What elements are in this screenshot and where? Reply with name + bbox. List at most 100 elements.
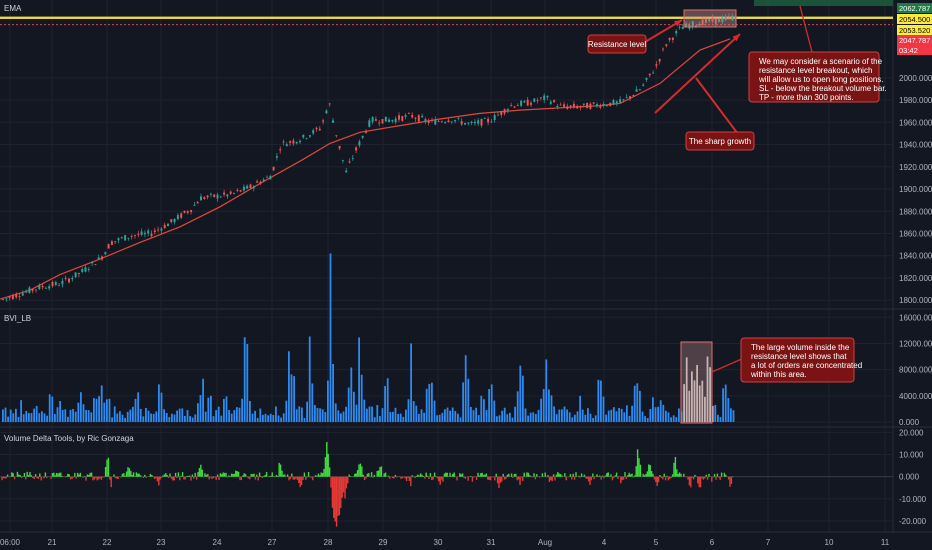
volume-bar (173, 414, 176, 422)
candle-body (477, 120, 480, 124)
volume-bar (446, 407, 449, 422)
candle-body (589, 103, 592, 109)
candle-body (543, 95, 546, 100)
candle-body (384, 116, 387, 122)
volume-bar (358, 337, 360, 422)
price-axis-label: 1940.000 (899, 141, 932, 150)
candle-body (434, 119, 437, 125)
candle-body (28, 287, 31, 293)
volume-bar (168, 416, 171, 422)
volume-bar (285, 400, 288, 422)
volume-bar (95, 398, 98, 422)
volume-indicator-label[interactable]: BVI_LB (4, 314, 31, 323)
scenario-annotation-text: will allow us to open long positions. (758, 75, 884, 84)
volume-bar (509, 412, 511, 422)
volume-bar (711, 405, 714, 422)
volume-bar (165, 412, 168, 422)
delta-axis-label: -10.000 (899, 495, 927, 504)
candle-body (328, 103, 331, 105)
candle-body (104, 252, 107, 255)
candle-body (41, 285, 44, 288)
candle-body (365, 130, 367, 133)
volume-bar (280, 417, 282, 422)
candle-body (279, 149, 282, 151)
candle-body (391, 119, 394, 122)
volume-bar (717, 414, 719, 422)
candle-body (176, 215, 179, 220)
volume-bar (293, 376, 295, 422)
volume-bar (238, 407, 241, 422)
volume-bar (334, 403, 337, 422)
volume-bar (628, 415, 631, 422)
candle-body (246, 185, 249, 189)
candle-body (371, 117, 374, 122)
volume-bar (444, 409, 446, 422)
volume-bar (542, 389, 545, 422)
volume-bar (350, 367, 353, 422)
volume-bar (111, 417, 113, 422)
volume-bar (106, 399, 108, 422)
volume-bar (657, 406, 659, 422)
volume-bar (87, 410, 90, 422)
volume-bar (82, 404, 85, 422)
candle-body (622, 99, 625, 101)
volume-bar (693, 380, 696, 422)
volume-bar (246, 344, 249, 422)
volume-bar (597, 379, 600, 422)
candle-body (200, 196, 202, 201)
volume-bar (659, 400, 662, 422)
candle-body (668, 37, 671, 40)
volume-bar (134, 398, 137, 422)
volume-bar (670, 417, 672, 422)
candle-body (61, 280, 64, 285)
candle-body (94, 264, 97, 266)
candle-body (563, 104, 565, 107)
candle-body (671, 37, 674, 41)
candle-body (516, 105, 519, 107)
candle-body (487, 118, 490, 123)
price-axis-label: 1860.000 (899, 230, 932, 239)
volume-bar (139, 408, 142, 422)
volume-bar (212, 416, 215, 422)
candle-body (592, 102, 595, 104)
volume-bar (77, 402, 80, 422)
x-axis-label: 27 (268, 538, 277, 547)
candle-body (71, 277, 74, 280)
candle-body (539, 97, 542, 99)
candle-body (312, 130, 315, 134)
candle-body (648, 73, 651, 76)
volume-bar (85, 409, 87, 422)
volume-bar (327, 380, 329, 422)
price-axis-label: 1920.000 (899, 163, 932, 172)
volume-bar (511, 417, 514, 422)
volume-bar (93, 398, 95, 422)
candle-body (444, 122, 447, 123)
volume-bar (449, 410, 451, 422)
candle-body (645, 77, 648, 80)
candle-body (216, 194, 219, 199)
candle-body (282, 141, 285, 143)
candle-body (695, 25, 697, 27)
volume-bar (366, 408, 368, 422)
candle-body (536, 100, 539, 102)
volume-bar (48, 394, 51, 422)
volume-bar (719, 416, 722, 422)
volume-annotation-text: resistance level shows that (751, 352, 847, 361)
candle-body (38, 284, 41, 290)
price-axis-label: 2000.000 (899, 74, 932, 83)
volume-bar (423, 412, 425, 422)
volume-bar (311, 383, 314, 422)
scenario-annotation-text: resistance level breakout, which (759, 66, 872, 75)
candle-body (533, 98, 536, 102)
candle-body (44, 287, 47, 289)
volume-bar (243, 337, 246, 422)
x-axis-label: 23 (157, 538, 166, 547)
candle-body (219, 196, 222, 198)
price-indicator-label[interactable]: EMA (4, 4, 22, 13)
volume-bar (41, 411, 43, 422)
candle-body (398, 115, 400, 120)
candle-body (361, 135, 364, 138)
delta-indicator-label[interactable]: Volume Delta Tools, by Ric Gonzaga (4, 434, 134, 443)
volume-bar (654, 407, 657, 422)
candle-body (64, 278, 67, 279)
